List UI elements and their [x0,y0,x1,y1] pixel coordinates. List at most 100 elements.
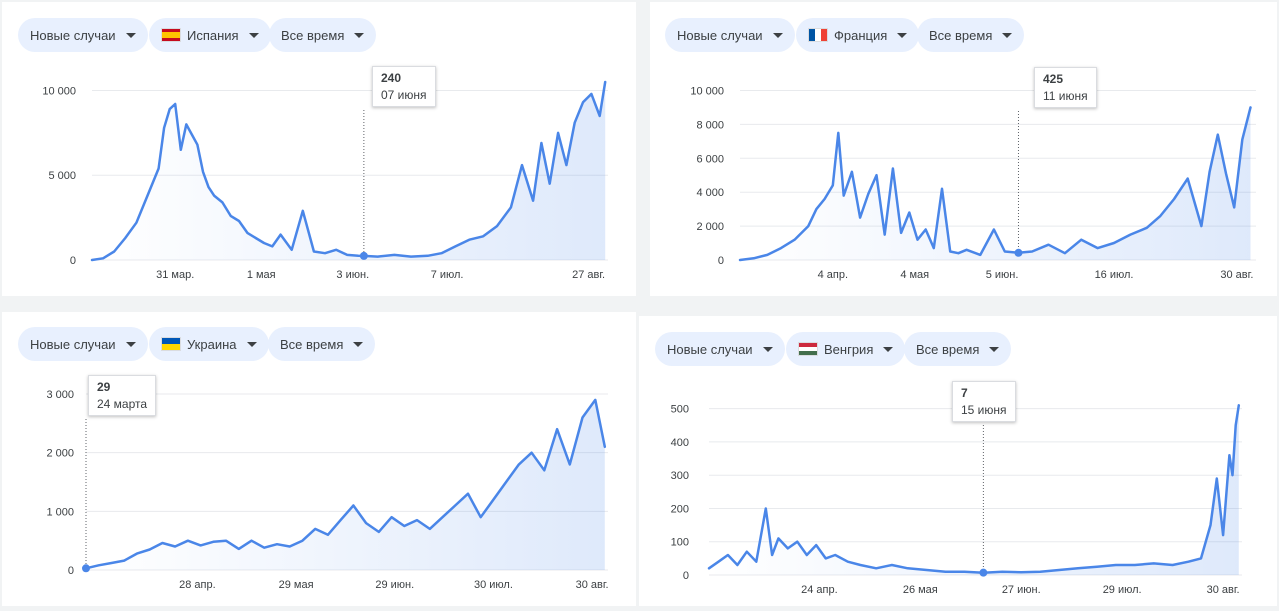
period-dropdown[interactable]: Все время [917,18,1025,52]
x-tick-label: 30 авг. [1220,269,1253,281]
y-tick-label: 0 [683,570,689,582]
x-tick-label: 4 мая [900,269,929,281]
highlight-point [1014,248,1023,257]
y-tick-label: 100 [671,537,689,549]
y-tick-label: 0 [718,255,724,267]
country-dropdown-label: Венгрия [824,341,874,357]
y-tick-label: 1 000 [46,506,74,518]
tooltip-value: 425 [1043,72,1064,86]
chevron-down-icon [125,32,136,38]
y-tick-label: 0 [68,565,74,577]
x-tick-label: 30 авг. [576,579,609,591]
series-line [707,404,1241,574]
y-tick-label: 3 000 [46,389,74,401]
x-tick-label: 28 апр. [179,579,216,591]
country-dropdown[interactable]: Франция [796,18,920,52]
y-tick-label: 0 [70,255,76,267]
chevron-down-icon [883,346,894,352]
chart-tooltip: 7 15 июня [952,381,1016,422]
chart-tooltip: 29 24 марта [88,375,157,416]
chevron-down-icon [354,32,365,38]
highlight-point [359,251,368,260]
chart-plot-area[interactable]: 0 100 200 300 400 500 24 апр. 26 мая 27 июн. 29 и… [639,316,1277,606]
y-tick-label: 2 000 [696,221,724,233]
metric-dropdown-label: Новые случаи [30,336,116,352]
country-dropdown[interactable]: Украина [149,327,269,361]
chart-tooltip: 425 11 июня [1034,67,1097,108]
y-tick-label: 8 000 [696,119,724,131]
y-tick-label: 10 000 [42,85,76,97]
country-dropdown-label: Испания [187,27,239,43]
x-tick-label: 30 авг. [1207,584,1240,596]
spain-flag-icon [161,28,181,42]
series-line [84,398,607,570]
ukraine-flag-icon [161,337,181,351]
series-area [740,107,1251,261]
tooltip-date: 11 июня [1043,89,1088,103]
chevron-down-icon [1002,32,1013,38]
metric-dropdown-label: Новые случаи [667,341,753,357]
chart-tooltip: 240 07 июня [372,66,436,107]
tooltip-date: 24 марта [97,397,148,411]
y-tick-label: 5 000 [48,170,76,182]
y-tick-label: 6 000 [696,153,724,165]
y-tick-label: 4 000 [696,187,724,199]
metric-dropdown[interactable]: Новые случаи [655,332,785,366]
chevron-down-icon [772,32,783,38]
x-tick-label: 4 апр. [818,269,848,281]
chevron-down-icon [246,341,257,347]
x-tick-label: 27 авг. [572,269,605,281]
x-tick-label: 26 мая [903,584,938,596]
period-dropdown[interactable]: Все время [904,332,1012,366]
tooltip-value: 29 [97,380,111,394]
chart-panel-france: Новые случаи Франция Все время 0 2 000 4 0… [650,2,1277,296]
y-tick-label: 300 [671,470,689,482]
x-tick-label: 1 мая [247,269,276,281]
x-tick-label: 7 июл. [431,269,464,281]
x-tick-label: 29 июл. [1103,584,1142,596]
chevron-down-icon [762,346,773,352]
country-dropdown-label: Украина [187,336,237,352]
x-tick-label: 29 мая [279,579,314,591]
metric-dropdown[interactable]: Новые случаи [18,327,148,361]
highlight-point [82,564,90,573]
chevron-down-icon [125,341,136,347]
country-dropdown-label: Франция [834,27,888,43]
x-tick-label: 29 июн. [375,579,414,591]
metric-dropdown-label: Новые случаи [677,27,763,43]
period-dropdown[interactable]: Все время [269,18,377,52]
period-dropdown[interactable]: Все время [268,327,376,361]
period-dropdown-label: Все время [929,27,993,43]
chevron-down-icon [248,32,259,38]
series-area [92,82,606,260]
chart-plot-area[interactable]: 0 1 000 2 000 3 000 28 апр. 29 мая 29 июн. 30 и… [2,312,636,606]
chart-plot-area[interactable]: 0 5 000 10 000 31 мар. 1 мая 3 июн. 7 июл. 27 а… [2,2,636,296]
tooltip-date: 15 июня [961,403,1007,417]
chart-panel-spain: Новые случаи Испания Все время 0 5 000 10 … [2,2,636,296]
chevron-down-icon [989,346,1000,352]
x-tick-label: 30 июл. [474,579,513,591]
country-dropdown[interactable]: Венгрия [786,332,906,366]
x-tick-label: 3 июн. [336,269,369,281]
chart-plot-area[interactable]: 0 2 000 4 000 6 000 8 000 10 000 4 апр. 4 мая 5 … [650,2,1277,296]
metric-dropdown-label: Новые случаи [30,27,116,43]
series-line [738,106,1252,262]
tooltip-date: 07 июня [381,88,427,102]
series-line [90,80,607,262]
x-tick-label: 27 июн. [1002,584,1041,596]
x-tick-label: 24 апр. [801,584,838,596]
series-area [86,399,605,570]
x-tick-label: 31 мар. [156,269,194,281]
y-tick-label: 400 [671,437,689,449]
metric-dropdown[interactable]: Новые случаи [665,18,795,52]
period-dropdown-label: Все время [281,27,345,43]
hungary-flag-icon [798,342,818,356]
chevron-down-icon [897,32,908,38]
series-area [709,405,1239,575]
metric-dropdown[interactable]: Новые случаи [18,18,148,52]
x-tick-label: 5 июн. [986,269,1019,281]
chart-panel-hungary: Новые случаи Венгрия Все время 0 100 200 30… [639,316,1277,606]
tooltip-value: 7 [961,386,968,400]
country-dropdown[interactable]: Испания [149,18,271,52]
period-dropdown-label: Все время [916,341,980,357]
